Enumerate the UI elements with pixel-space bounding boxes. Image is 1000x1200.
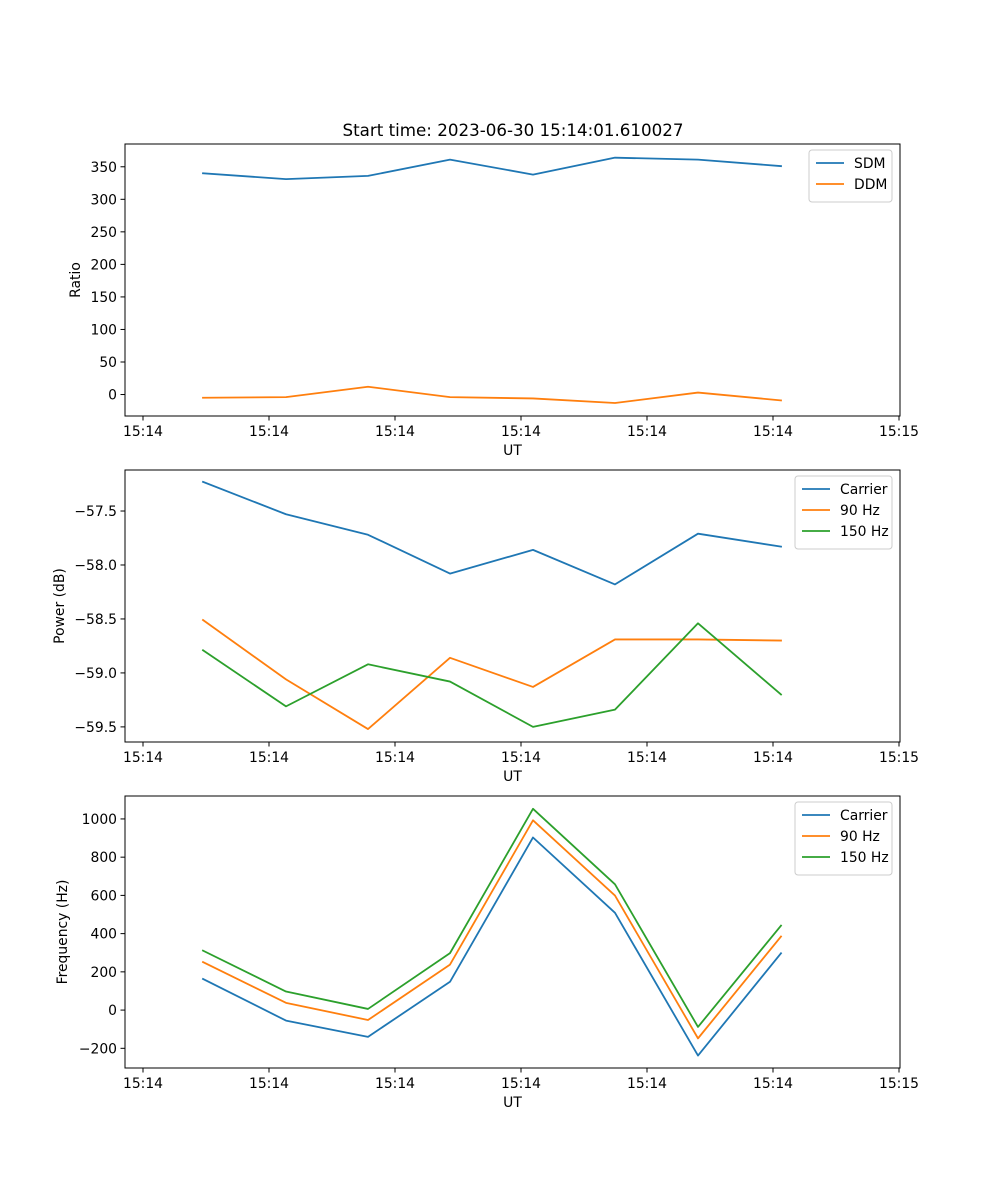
- x-axis-label: UT: [503, 443, 522, 459]
- x-tick-label: 15:14: [753, 424, 793, 440]
- x-tick-label: 15:14: [123, 424, 163, 440]
- series-line-carrier: [201, 480, 783, 586]
- x-tick-label: 15:14: [249, 424, 289, 440]
- chart-panel-2: 15:14 15:14 15:14 15:14 15:14 15:14 15:15 −57.5…: [52, 469, 919, 785]
- legend: Carrier 90 Hz 150 Hz: [794, 801, 893, 876]
- x-tick-label: 15:14: [627, 750, 667, 766]
- series-line-90-hz: [201, 819, 783, 1040]
- y-tick-label: 0: [108, 388, 117, 404]
- x-tick-label: 15:14: [123, 1076, 163, 1092]
- series-line-150-hz: [201, 622, 783, 728]
- y-tick-label: 0: [108, 1003, 117, 1019]
- x-tick-label: 15:14: [753, 750, 793, 766]
- y-axis-label: Power (dB): [52, 568, 68, 644]
- chart-panel-1: 15:14 15:14 15:14 15:14 15:14 15:14 15:15 0 50 10…: [68, 143, 919, 459]
- x-tick-label: 15:14: [501, 424, 541, 440]
- series-line-sdm: [202, 156, 782, 181]
- legend-label: 150 Hz: [840, 850, 889, 866]
- x-tick-label: 15:14: [375, 750, 415, 766]
- legend-label: 90 Hz: [840, 829, 880, 845]
- y-tick-label: −57.5: [74, 504, 117, 520]
- y-axis-label: Frequency (Hz): [55, 880, 71, 985]
- x-tick-label: 15:14: [501, 1076, 541, 1092]
- y-tick-label: 50: [99, 355, 117, 371]
- series-line-carrier: [201, 836, 783, 1057]
- y-tick-label: −59.5: [74, 720, 117, 736]
- legend-label: Carrier: [840, 482, 888, 498]
- panels: 15:14 15:14 15:14 15:14 15:14 15:14 15:15 0 50 10…: [52, 143, 919, 1111]
- axes-frame: [124, 795, 901, 1069]
- x-tick-label: 15:14: [627, 1076, 667, 1092]
- x-tick-label: 15:14: [627, 424, 667, 440]
- legend-label: SDM: [854, 156, 886, 172]
- x-tick-label: 15:14: [375, 1076, 415, 1092]
- x-tick-label: 15:14: [123, 750, 163, 766]
- x-tick-label: 15:15: [879, 1076, 919, 1092]
- legend-label: Carrier: [840, 808, 888, 824]
- y-tick-label: −59.0: [74, 666, 117, 682]
- y-tick-label: 1000: [82, 812, 117, 828]
- y-tick-label: 250: [90, 225, 117, 241]
- series-line-ddm: [202, 385, 782, 404]
- x-axis-label: UT: [503, 769, 522, 785]
- axes-frame: [124, 143, 901, 417]
- legend: SDM DDM: [808, 149, 893, 203]
- series-line-90-hz: [201, 618, 782, 730]
- x-axis-label: UT: [503, 1095, 522, 1111]
- y-axis-label: Ratio: [68, 262, 84, 298]
- legend-label: 150 Hz: [840, 524, 889, 540]
- y-tick-label: 800: [90, 850, 117, 866]
- legend-label: DDM: [854, 177, 887, 193]
- y-tick-label: 350: [90, 160, 117, 176]
- chart-panel-3: 15:14 15:14 15:14 15:14 15:14 15:14 15:15 −200 0…: [55, 795, 919, 1111]
- y-tick-label: −58.5: [74, 612, 117, 628]
- y-tick-label: 300: [90, 192, 117, 208]
- y-tick-label: −200: [79, 1041, 117, 1057]
- x-tick-label: 15:14: [753, 1076, 793, 1092]
- x-tick-label: 15:15: [879, 750, 919, 766]
- x-tick-label: 15:15: [879, 424, 919, 440]
- y-tick-label: 200: [90, 965, 117, 981]
- legend-label: 90 Hz: [840, 503, 880, 519]
- y-tick-label: 100: [90, 322, 117, 338]
- series-line-150-hz: [201, 807, 783, 1028]
- x-tick-label: 15:14: [249, 750, 289, 766]
- legend: Carrier 90 Hz 150 Hz: [794, 475, 893, 550]
- chart-title: Start time: 2023-06-30 15:14:01.610027: [343, 120, 684, 140]
- y-tick-label: 150: [90, 290, 117, 306]
- axes-frame: [124, 469, 901, 743]
- y-tick-label: 600: [90, 888, 117, 904]
- x-tick-label: 15:14: [375, 424, 415, 440]
- y-tick-label: 200: [90, 257, 117, 273]
- x-tick-label: 15:14: [249, 1076, 289, 1092]
- y-tick-label: 400: [90, 927, 117, 943]
- x-tick-label: 15:14: [501, 750, 541, 766]
- y-tick-label: −58.0: [74, 558, 117, 574]
